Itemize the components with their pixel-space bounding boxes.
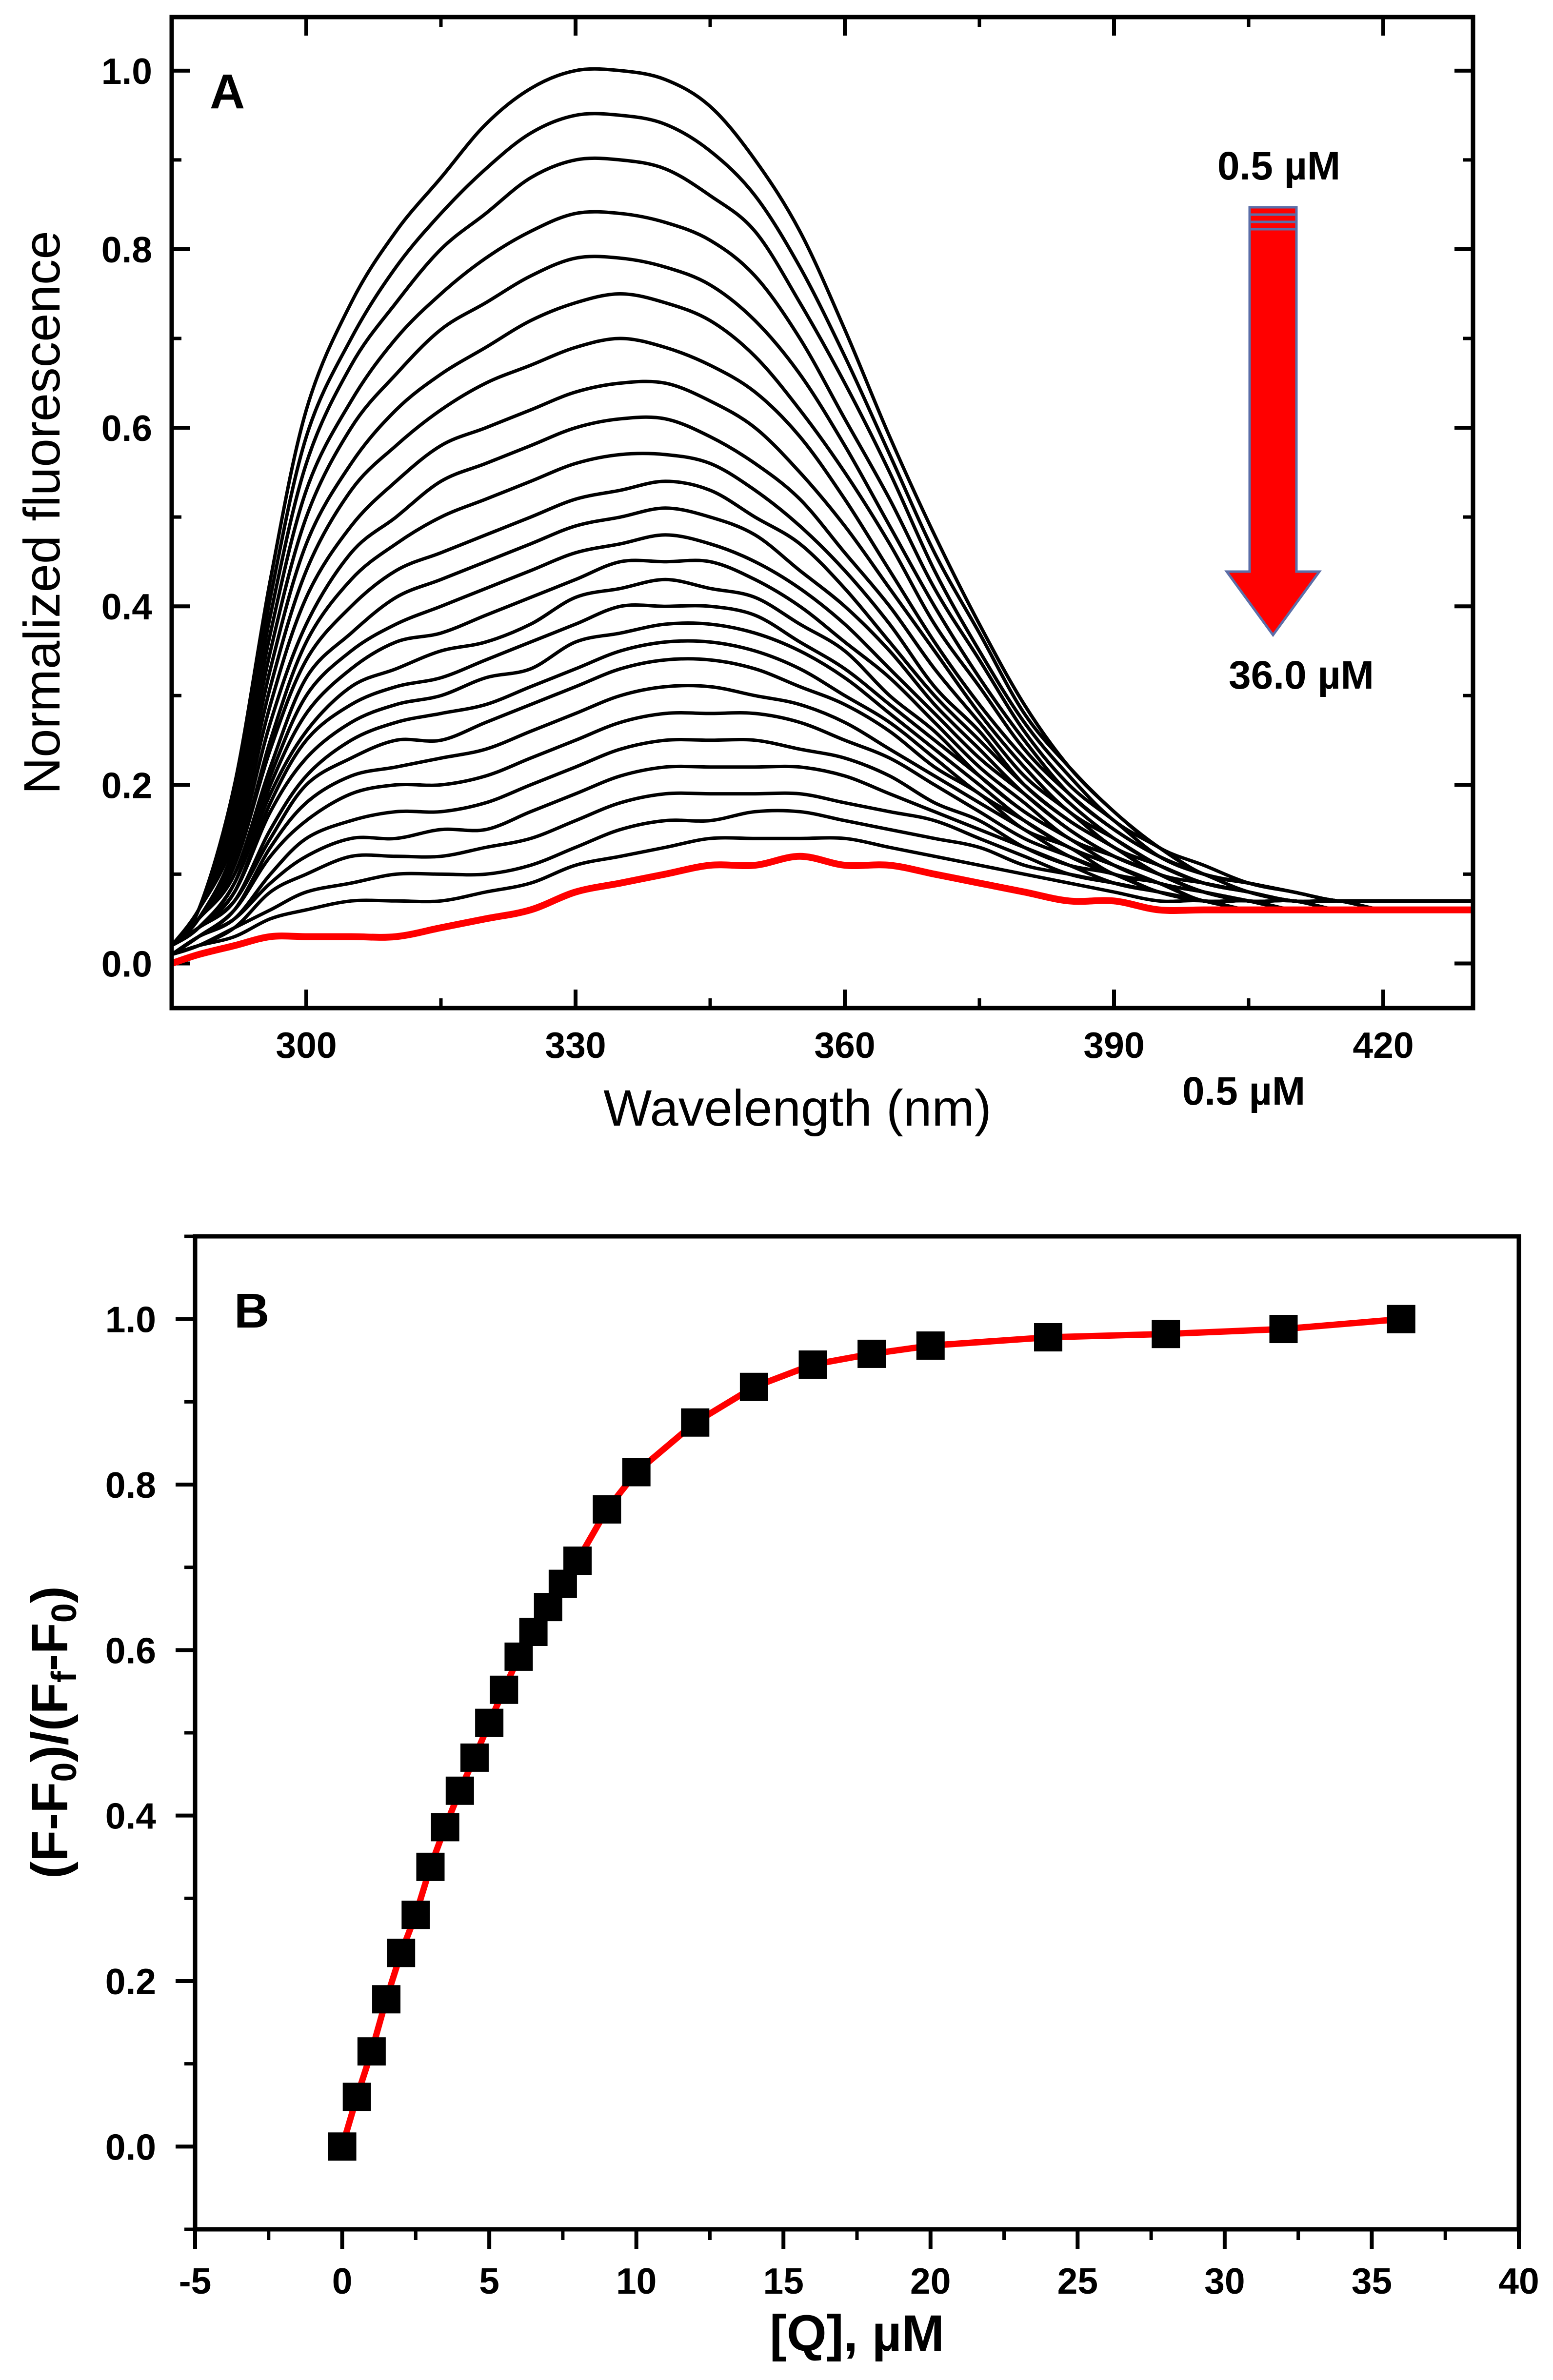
data-point-marker: [519, 1618, 548, 1646]
panel-b-markers: [328, 1305, 1415, 2161]
data-point-marker: [739, 1372, 768, 1401]
b-y-tick-label: 0.4: [105, 1796, 157, 1837]
ylab-part: -F: [21, 1623, 79, 1671]
spectrum-curve: [170, 853, 1473, 967]
spectrum-curve: [170, 292, 1473, 947]
b-y-tick-label: 0.8: [105, 1465, 156, 1506]
a-x-tick-label: 300: [276, 1025, 337, 1066]
data-point-marker: [798, 1350, 827, 1379]
panel-b-y-axis-title: (F-F0)/(Ff-F0): [21, 1586, 84, 1879]
data-point-marker: [460, 1743, 489, 1772]
panel-b-x-axis-title: [Q], µM: [770, 2305, 944, 2362]
arrow-label-bottom: 36.0 µM: [1229, 653, 1374, 697]
spectrum-curve: [171, 764, 1473, 956]
a-y-tick-label: 0.6: [101, 408, 152, 449]
a-x-tick-label: 360: [814, 1025, 875, 1066]
ylab-sub-0b: 0: [45, 1603, 84, 1623]
b-x-tick-label: 15: [763, 2261, 804, 2301]
b-x-tick-label: 25: [1057, 2261, 1098, 2301]
b-x-tick-label: 40: [1498, 2261, 1539, 2301]
data-point-marker: [328, 2132, 357, 2161]
data-point-marker: [387, 1939, 416, 1967]
panel-a: 300 330 360 390 420 0.0 0.2 0.4 0.6 0.8 1.0 A 0.5…: [14, 15, 1475, 1137]
data-point-marker: [563, 1547, 592, 1575]
a-y-tick-label: 0.2: [101, 765, 152, 806]
data-point-marker: [916, 1331, 945, 1360]
panel-b-frame: [193, 1234, 1521, 2232]
panel-a-y-axis-title: Normalized fluorescence: [14, 231, 71, 794]
ylab-sub-0: 0: [45, 1763, 84, 1782]
data-point-marker: [1269, 1315, 1298, 1344]
b-y-tick-label: 1.0: [105, 1299, 156, 1340]
data-point-marker: [490, 1675, 518, 1704]
b-y-tick-label: 0.6: [105, 1630, 156, 1671]
data-point-marker: [622, 1458, 651, 1487]
b-x-tick-label: 35: [1352, 2261, 1392, 2301]
ylab-part: ): [21, 1586, 79, 1603]
data-point-marker: [1152, 1320, 1180, 1349]
panel-a-curves: [170, 67, 1473, 967]
data-point-marker: [475, 1708, 504, 1737]
data-point-marker: [431, 1813, 459, 1842]
b-x-tick-label: -5: [179, 2261, 212, 2301]
panel-a-y-tick-labels: 0.0 0.2 0.4 0.6 0.8 1.0: [101, 51, 153, 985]
b-y-tick-label: 0.0: [105, 2126, 156, 2167]
panel-b-x-tick-labels: -5 0 5 10 15 20 25 30 35 40: [179, 2261, 1539, 2301]
data-point-marker: [1387, 1305, 1415, 1333]
b-x-tick-label: 30: [1204, 2261, 1245, 2301]
data-point-marker: [857, 1339, 886, 1368]
a-x-tick-label: 420: [1353, 1025, 1414, 1066]
data-point-marker: [681, 1408, 710, 1437]
ylab-sub-f: f: [45, 1670, 84, 1683]
panel-a-label: A: [210, 64, 245, 119]
data-point-marker: [1034, 1323, 1063, 1351]
data-point-marker: [593, 1495, 621, 1524]
quench-arrow-shape: [1224, 206, 1322, 637]
panel-a-x-axis-title: Wavelength (nm): [603, 1080, 992, 1137]
panel-b-y-tick-labels: 0.0 0.2 0.4 0.6 0.8 1.0: [105, 1299, 157, 2168]
spectrum-curve: [170, 452, 1473, 947]
ylab-part: (F-F: [21, 1782, 79, 1879]
b-x-tick-label: 10: [616, 2261, 657, 2301]
a-y-tick-label: 0.8: [101, 229, 152, 270]
a-x-tick-label: 390: [1083, 1025, 1144, 1066]
quench-arrow: [1224, 206, 1322, 637]
a-y-tick-label: 1.0: [101, 51, 152, 92]
arrow-label-top: 0.5 µM: [1217, 144, 1340, 188]
ylab-part: )/(F: [21, 1683, 79, 1762]
b-x-tick-label: 5: [479, 2261, 499, 2301]
data-point-marker: [342, 2082, 371, 2111]
a-x-tick-label: 330: [545, 1025, 606, 1066]
stray-concentration-label: 0.5 µM: [1182, 1069, 1305, 1113]
data-point-marker: [504, 1642, 533, 1671]
data-point-marker: [416, 1852, 445, 1881]
b-x-tick-label: 20: [910, 2261, 951, 2301]
a-y-tick-label: 0.4: [101, 586, 153, 627]
panel-a-x-tick-labels: 300 330 360 390 420: [276, 1025, 1414, 1066]
panel-b: -5 0 5 10 15 20 25 30 35 40 0.00.20.40.60.81.0 B …: [21, 1234, 1539, 2362]
panel-b-label: B: [234, 1284, 269, 1338]
b-x-tick-label: 0: [332, 2261, 353, 2301]
data-point-marker: [401, 1901, 430, 1929]
a-y-tick-label: 0.0: [101, 943, 152, 984]
panel-a-frame: [169, 15, 1475, 1011]
spectrum-curve: [170, 67, 1473, 947]
b-y-tick-label: 0.2: [105, 1961, 156, 2002]
data-point-marker: [372, 1985, 401, 2014]
data-point-marker: [445, 1776, 474, 1805]
data-point-marker: [357, 2037, 386, 2066]
